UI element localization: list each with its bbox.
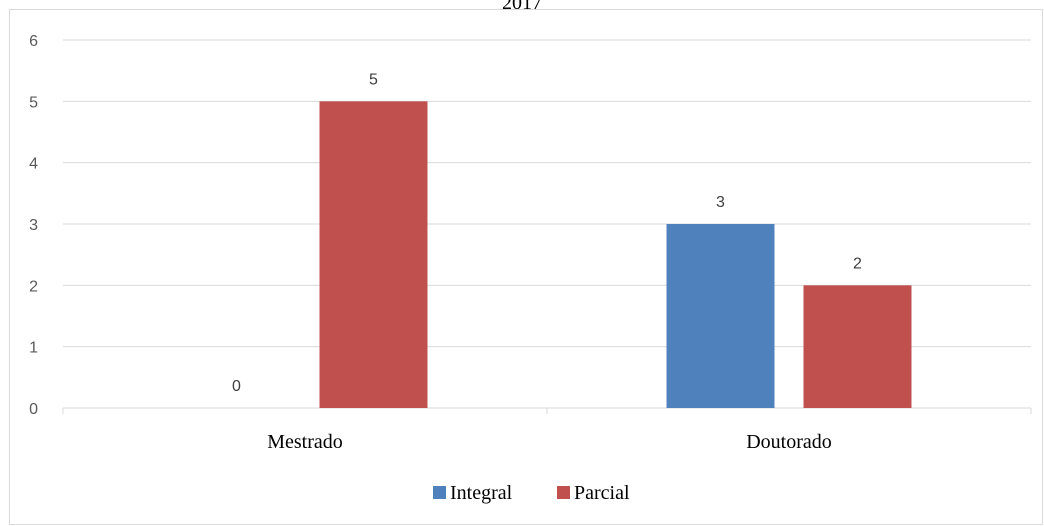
legend-swatch-integral — [433, 486, 446, 499]
labels: 0 1 2 3 4 5 6 0 5 Mestrado 3 2 Doutorado — [29, 33, 862, 453]
bar-parcial-doutorado — [803, 285, 912, 408]
y-tick-label: 0 — [29, 401, 38, 418]
chart-frame — [9, 9, 1043, 525]
data-label: 5 — [369, 71, 378, 88]
y-tick-label: 3 — [29, 217, 38, 234]
x-category-label: Mestrado — [267, 431, 343, 453]
y-tick-label: 5 — [29, 94, 38, 111]
data-label: 3 — [716, 194, 725, 211]
data-label: 0 — [232, 378, 241, 395]
bar-parcial-mestrado — [319, 101, 428, 408]
y-tick-label: 4 — [29, 156, 38, 173]
axes — [62, 407, 1032, 414]
legend-label: Parcial — [574, 482, 630, 504]
x-category-label: Doutorado — [746, 431, 832, 453]
legend-label: Integral — [450, 482, 513, 504]
chart-title: 2017 — [502, 0, 542, 14]
data-label: 2 — [853, 255, 862, 272]
y-tick-label: 6 — [29, 33, 38, 50]
bar-integral-doutorado — [666, 224, 775, 408]
bars — [319, 101, 912, 408]
legend-swatch-parcial — [557, 486, 570, 499]
gridlines — [63, 39, 1031, 348]
y-tick-label: 2 — [29, 278, 38, 295]
y-tick-label: 1 — [29, 340, 38, 357]
legend: Integral Parcial — [433, 482, 630, 504]
